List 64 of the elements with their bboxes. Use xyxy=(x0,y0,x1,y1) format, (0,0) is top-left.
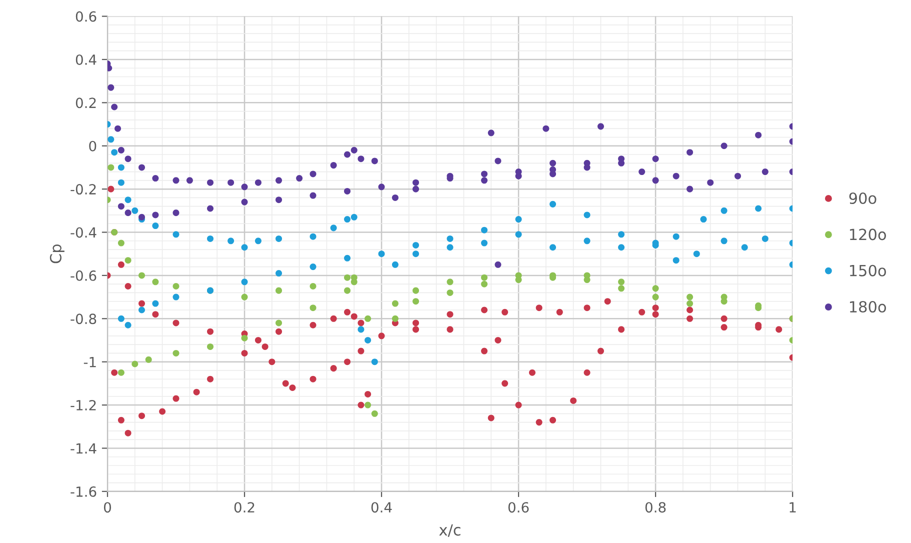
point xyxy=(241,294,248,300)
legend-label: 180o xyxy=(850,300,886,313)
point xyxy=(124,257,132,264)
point xyxy=(584,276,590,284)
y-tick-label: -0.6 xyxy=(70,270,96,281)
point xyxy=(371,410,378,417)
y-tick-label: -1.2 xyxy=(70,400,96,410)
point xyxy=(392,315,398,322)
point xyxy=(172,282,180,290)
point xyxy=(618,285,625,292)
point xyxy=(364,402,372,408)
point xyxy=(310,282,316,290)
point xyxy=(481,280,488,288)
x-tick-label: 0 xyxy=(104,502,111,513)
y-tick-label: -1.6 xyxy=(70,486,96,497)
point xyxy=(138,272,146,279)
x-tick-label: 0.8 xyxy=(645,502,666,513)
point xyxy=(686,294,694,300)
y-tick-label: 0 xyxy=(89,140,96,152)
y-tick-label: -0.4 xyxy=(70,227,96,238)
point xyxy=(652,294,659,300)
y-tick-label: 0.2 xyxy=(76,98,96,108)
x-tick-label: 0.2 xyxy=(234,502,254,513)
point xyxy=(481,274,488,281)
point xyxy=(276,287,282,294)
point xyxy=(392,300,398,307)
point xyxy=(618,278,625,286)
x-tick-label: 0.4 xyxy=(371,502,392,513)
legend-label: 90o xyxy=(849,192,876,204)
y-tick-label: -1 xyxy=(84,356,96,368)
point xyxy=(241,334,248,342)
point xyxy=(118,240,124,246)
point xyxy=(310,304,316,312)
point xyxy=(344,274,351,281)
y-tick-label: 0.6 xyxy=(76,11,96,22)
x-tick-label: 0.6 xyxy=(508,502,529,513)
point xyxy=(172,350,180,356)
point xyxy=(118,369,124,376)
legend-label: 120o xyxy=(850,228,886,240)
point xyxy=(446,278,454,286)
point xyxy=(145,356,152,363)
point xyxy=(132,360,138,368)
y-tick-label: -0.8 xyxy=(70,314,96,324)
point xyxy=(350,274,358,281)
point xyxy=(652,285,659,292)
point xyxy=(686,300,694,307)
y-tick-label: -1.4 xyxy=(70,443,96,454)
point xyxy=(446,289,454,296)
point xyxy=(412,287,420,294)
point xyxy=(412,298,420,305)
x-tick-label: 1 xyxy=(790,502,796,512)
y-tick-label: -0.2 xyxy=(70,184,96,195)
x-axis-title: x/c xyxy=(439,524,460,537)
point xyxy=(276,320,282,326)
legend-label: 150o xyxy=(850,264,886,276)
point xyxy=(720,294,728,300)
point xyxy=(108,164,114,171)
point xyxy=(364,315,372,322)
y-tick-label: 0.4 xyxy=(76,54,96,65)
y-axis-title: Cp xyxy=(50,244,64,264)
point xyxy=(515,276,522,284)
point xyxy=(152,278,159,286)
point xyxy=(207,343,214,350)
point xyxy=(344,287,351,294)
